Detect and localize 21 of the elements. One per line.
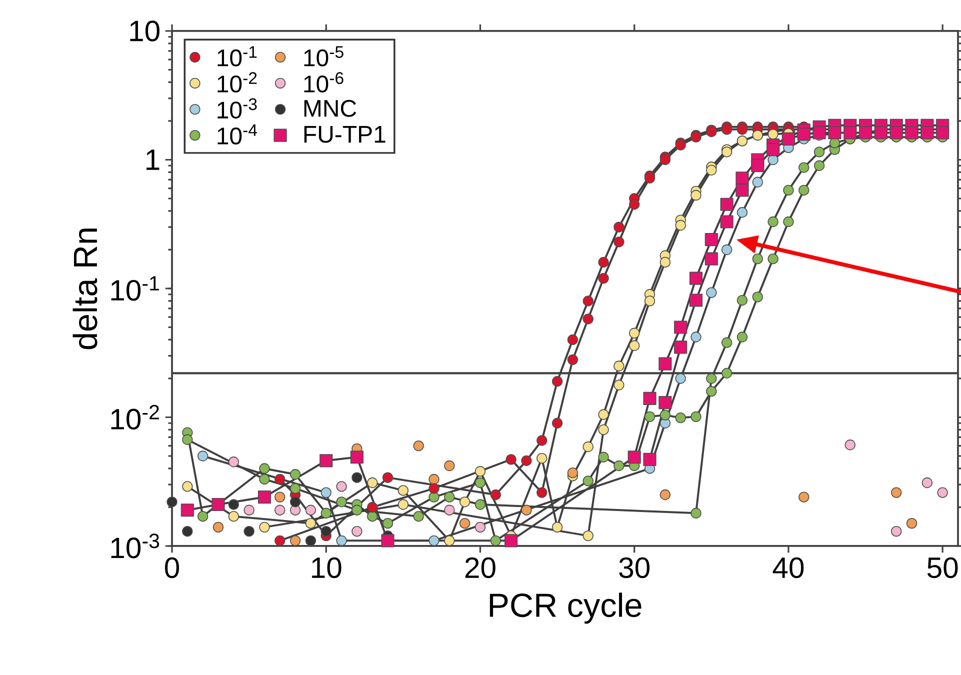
y-tick-label: 10$^{-1}$	[111, 276, 159, 301]
legend-label: 10$^{-3}$	[218, 98, 257, 119]
x-tick-label: 30	[619, 557, 650, 578]
y-tick-label: 1	[146, 150, 160, 170]
y-tick-label: 10$^{-3}$	[111, 534, 160, 558]
x-tick-label: 10	[312, 557, 342, 578]
y-tick-label: 10	[130, 20, 160, 42]
x-tick-label: 20	[465, 557, 496, 578]
x-tick-label: 0	[165, 557, 180, 578]
x-axis-title: PCR cycle	[490, 592, 642, 624]
x-tick-label: 50	[927, 557, 958, 578]
y-axis-title: delta Rn	[72, 228, 98, 350]
legend-label: FU-TP1	[304, 126, 386, 143]
x-tick-label: 40	[772, 557, 804, 578]
y-tick-label: 10$^{-2}$	[111, 404, 159, 430]
legend-label: 10$^{-6}$	[304, 72, 344, 92]
legend-label: 10$^{-4}$	[218, 124, 257, 144]
legend-label: 10$^{-2}$	[218, 72, 257, 92]
legend-label: MNC	[304, 100, 356, 117]
legend-label: 10$^{-5}$	[304, 46, 344, 66]
legend-label: 10$^{-1}$	[218, 46, 257, 66]
